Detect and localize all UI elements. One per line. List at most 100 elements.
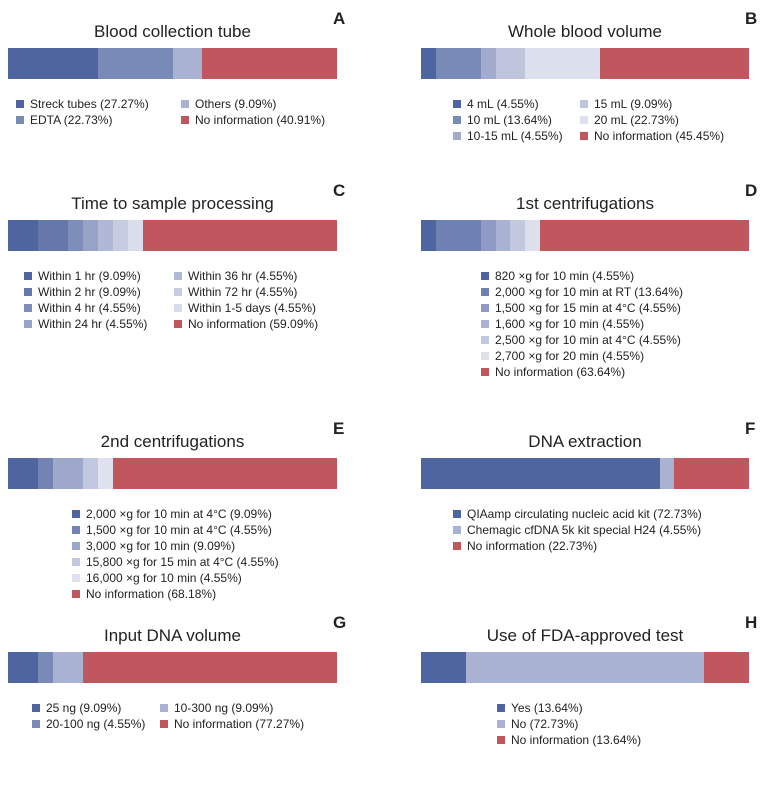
chart-title: 1st centrifugations xyxy=(516,194,654,213)
legend-label: 25 ng (9.09%) xyxy=(46,701,122,715)
legend-label: 15,800 ×g for 15 min at 4°C (4.55%) xyxy=(86,555,279,569)
legend-item-yes: Yes (13.64%) xyxy=(497,700,641,716)
chart-title: 2nd centrifugations xyxy=(100,432,245,451)
panel-letter: G xyxy=(333,613,347,632)
chart-title: Input DNA volume xyxy=(103,626,241,645)
legend-swatch xyxy=(16,116,24,124)
legend-item-within-2-hr: Within 2 hr (9.09%) xyxy=(24,284,147,300)
bar-segment-4-ml xyxy=(421,48,436,79)
legend-label: 20-100 ng (4.55%) xyxy=(46,717,146,731)
bar-segment-2-500-g-for-10-min-at-4-c xyxy=(510,220,525,251)
chart-title: Time to sample processing xyxy=(71,194,274,213)
legend-item-within-1-hr: Within 1 hr (9.09%) xyxy=(24,268,147,284)
bar-segment-no-information xyxy=(83,652,337,683)
legend-swatch xyxy=(72,542,80,550)
legend-item-within-1-5-days: Within 1-5 days (4.55%) xyxy=(174,300,318,316)
bar-segment-1-500-g-for-15-min-at-4-c xyxy=(481,220,496,251)
bar-segment-16-000-g-for-10-min xyxy=(98,458,113,489)
bar-segment-no-information xyxy=(674,458,749,489)
legend-item-no-information: No information (63.64%) xyxy=(481,364,683,380)
bar-segment-2-700-g-for-20-min xyxy=(525,220,540,251)
legend-item-20-100-ng: 20-100 ng (4.55%) xyxy=(32,716,145,732)
legend-swatch xyxy=(453,116,461,124)
legend-swatch xyxy=(481,304,489,312)
legend-column: QIAamp circulating nucleic acid kit (72.… xyxy=(453,506,702,554)
legend-label: 2,000 ×g for 10 min at RT (13.64%) xyxy=(495,285,683,299)
stacked-bar xyxy=(421,48,749,79)
legend-column: 4 mL (4.55%) 10 mL (13.64%) 10-15 mL (4.55… xyxy=(453,96,563,144)
legend-column: Yes (13.64%) No (72.73%) No information (1… xyxy=(497,700,641,748)
legend-item-edta: EDTA (22.73%) xyxy=(16,112,149,128)
legend-item-within-36-hr: Within 36 hr (4.55%) xyxy=(174,268,318,284)
stacked-bar xyxy=(8,48,337,79)
bar-segment-within-2-hr xyxy=(38,220,68,251)
legend-label: 10-15 mL (4.55%) xyxy=(467,129,563,143)
legend-column: 15 mL (9.09%) 20 mL (22.73%) No informatio… xyxy=(580,96,724,144)
legend-label: Within 4 hr (4.55%) xyxy=(38,301,141,315)
bar-segment-within-24-hr xyxy=(83,220,98,251)
legend-label: Others (9.09%) xyxy=(195,97,277,111)
bar-segment-yes xyxy=(421,652,466,683)
legend-label: Within 24 hr (4.55%) xyxy=(38,317,148,331)
legend-label: 1,500 ×g for 10 min at 4°C (4.55%) xyxy=(86,523,272,537)
bar-segment-1-500-g-for-10-min-at-4-c xyxy=(38,458,53,489)
legend-item-others: Others (9.09%) xyxy=(181,96,325,112)
bar-segment-2-000-g-for-10-min-at-rt xyxy=(436,220,481,251)
bar-segment-no-information xyxy=(704,652,749,683)
legend-item-2-000-g-for-10-min-at-4-c: 2,000 ×g for 10 min at 4°C (9.09%) xyxy=(72,506,279,522)
legend-item-3-000-g-for-10-min: 3,000 ×g for 10 min (9.09%) xyxy=(72,538,279,554)
legend-label: No (72.73%) xyxy=(511,717,579,731)
bar-segment-within-1-5-days xyxy=(128,220,143,251)
stacked-bar xyxy=(421,652,749,683)
legend-item-no-information: No information (68.18%) xyxy=(72,586,279,602)
stacked-bar xyxy=(8,458,337,489)
legend-item-no-information: No information (40.91%) xyxy=(181,112,325,128)
legend-label: No information (59.09%) xyxy=(188,317,319,331)
legend-swatch xyxy=(16,100,24,108)
panel-letter: D xyxy=(745,181,758,200)
legend-swatch xyxy=(497,736,505,744)
legend-label: No information (68.18%) xyxy=(86,587,217,601)
bar-segment-within-36-hr xyxy=(98,220,113,251)
legend-swatch xyxy=(453,510,461,518)
bar-segment-no-information xyxy=(202,48,337,79)
bar-segment-no-information xyxy=(113,458,337,489)
legend-label: 15 mL (9.09%) xyxy=(594,97,673,111)
legend-label: 4 mL (4.55%) xyxy=(467,97,539,111)
legend-label: Within 36 hr (4.55%) xyxy=(188,269,298,283)
bar-segment-qiaamp-circulating-nucleic-acid-kit xyxy=(421,458,660,489)
legend-swatch xyxy=(453,100,461,108)
legend-item-15-ml: 15 mL (9.09%) xyxy=(580,96,724,112)
panel-letter: F xyxy=(745,419,756,438)
legend-label: Chemagic cfDNA 5k kit special H24 (4.55%… xyxy=(467,523,702,537)
legend-item-chemagic-cfdna-5k-kit-special-h24: Chemagic cfDNA 5k kit special H24 (4.55%… xyxy=(453,522,702,538)
legend-item-no-information: No information (59.09%) xyxy=(174,316,318,332)
bar-segment-10-15-ml xyxy=(481,48,496,79)
legend-label: 1,600 ×g for 10 min (4.55%) xyxy=(495,317,645,331)
legend-item-10-15-ml: 10-15 mL (4.55%) xyxy=(453,128,563,144)
panel-letter: A xyxy=(333,9,346,28)
bar-segment-15-800-g-for-15-min-at-4-c xyxy=(83,458,98,489)
legend-label: 1,500 ×g for 15 min at 4°C (4.55%) xyxy=(495,301,681,315)
legend-swatch xyxy=(580,132,588,140)
legend-label: EDTA (22.73%) xyxy=(30,113,113,127)
stacked-bar xyxy=(8,652,337,683)
legend-swatch xyxy=(24,272,32,280)
legend-column: 25 ng (9.09%) 20-100 ng (4.55%) xyxy=(32,700,145,732)
legend-swatch xyxy=(580,116,588,124)
legend-swatch xyxy=(453,132,461,140)
legend-swatch xyxy=(481,336,489,344)
legend-item-no-information: No information (13.64%) xyxy=(497,732,641,748)
legend-label: No information (40.91%) xyxy=(195,113,326,127)
legend-swatch xyxy=(72,574,80,582)
legend-label: 10 mL (13.64%) xyxy=(467,113,552,127)
legend-label: 16,000 ×g for 10 min (4.55%) xyxy=(86,571,242,585)
legend-column: 10-300 ng (9.09%) No information (77.27%) xyxy=(160,700,304,732)
legend-item-no-information: No information (45.45%) xyxy=(580,128,724,144)
bar-segment-3-000-g-for-10-min xyxy=(53,458,83,489)
legend-item-within-24-hr: Within 24 hr (4.55%) xyxy=(24,316,147,332)
bar-segment-within-1-hr xyxy=(8,220,38,251)
legend-swatch xyxy=(174,304,182,312)
legend-swatch xyxy=(181,100,189,108)
legend-swatch xyxy=(174,272,182,280)
